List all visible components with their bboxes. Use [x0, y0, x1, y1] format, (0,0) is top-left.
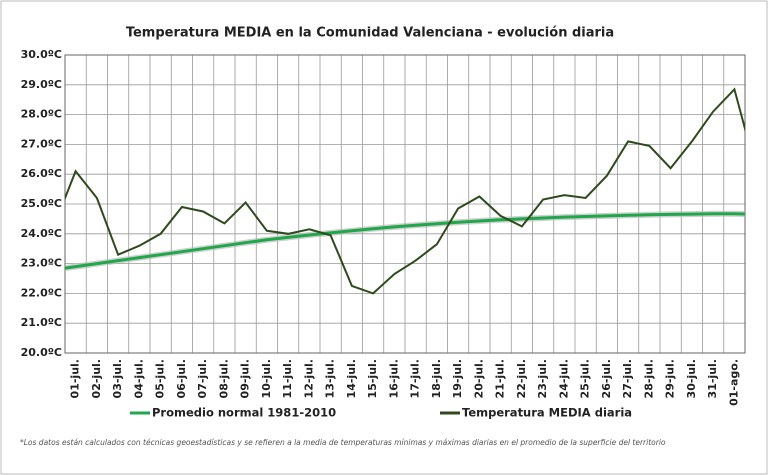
y-tick-label: 23.0ºC: [21, 257, 62, 270]
legend-label: Promedio normal 1981-2010: [152, 406, 336, 420]
x-tick-label: 19-jul.: [451, 359, 464, 398]
x-tick-label: 01-jul.: [69, 359, 82, 398]
x-tick-label: 31-jul.: [706, 359, 719, 398]
footnote: *Los datos están calculados con técnicas…: [20, 438, 666, 447]
y-tick-label: 21.0ºC: [21, 316, 62, 329]
x-tick-label: 03-jul.: [111, 359, 124, 398]
x-tick-label: 06-jul.: [175, 359, 188, 398]
x-tick-label: 26-jul.: [600, 359, 613, 398]
line: [65, 212, 745, 270]
y-tick-label: 30.0ºC: [21, 48, 62, 61]
y-tick-label: 27.0ºC: [21, 137, 62, 150]
line: [65, 87, 745, 295]
y-tick-label: 26.0ºC: [21, 167, 62, 180]
x-tick-label: 29-jul.: [664, 359, 677, 398]
x-tick-label: 09-jul.: [239, 359, 252, 398]
chart-title: Temperatura MEDIA en la Comunidad Valenc…: [126, 26, 614, 41]
x-tick-label: 01-ago.: [727, 359, 740, 406]
x-tick-label: 25-jul.: [579, 359, 592, 398]
x-tick-label: 27-jul.: [621, 359, 634, 398]
x-tick-label: 13-jul.: [324, 359, 337, 398]
x-tick-label: 14-jul.: [345, 359, 358, 398]
x-tick-label: 24-jul.: [557, 359, 570, 398]
x-tick-label: 17-jul.: [409, 359, 422, 398]
x-tick-label: 02-jul.: [90, 359, 103, 398]
y-tick-label: 25.0ºC: [21, 197, 62, 210]
x-tick-label: 15-jul.: [366, 359, 379, 398]
y-tick-label: 20.0ºC: [21, 346, 62, 359]
x-tick-label: 18-jul.: [430, 359, 443, 398]
x-tick-label: 07-jul.: [196, 359, 209, 398]
x-tick-label: 16-jul.: [387, 359, 400, 398]
x-tick-label: 04-jul.: [132, 359, 145, 398]
x-tick-label: 22-jul.: [515, 359, 528, 398]
x-tick-label: 28-jul.: [642, 359, 655, 398]
y-tick-label: 24.0ºC: [21, 227, 62, 240]
y-tick-label: 28.0ºC: [21, 108, 62, 121]
legend-label: Temperatura MEDIA diaria: [462, 406, 632, 420]
x-tick-label: 08-jul.: [217, 359, 230, 398]
x-tick-label: 05-jul.: [154, 359, 167, 398]
x-tick-label: 23-jul.: [536, 359, 549, 398]
y-tick-label: 22.0ºC: [21, 286, 62, 299]
x-tick-label: 10-jul.: [260, 359, 273, 398]
x-tick-label: 20-jul.: [472, 359, 485, 398]
x-tick-label: 21-jul.: [494, 359, 507, 398]
lines: [65, 87, 745, 295]
x-tick-label: 11-jul.: [281, 359, 294, 398]
x-tick-label: 30-jul.: [685, 359, 698, 398]
x-tick-label: 12-jul.: [302, 359, 315, 398]
plot-border: [64, 54, 746, 354]
y-tick-label: 29.0ºC: [21, 78, 62, 91]
